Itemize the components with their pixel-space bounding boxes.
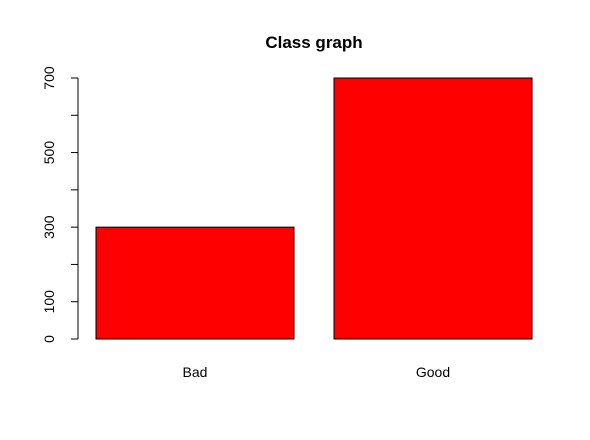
y-tick-label: 700	[41, 66, 57, 90]
y-tick-label: 0	[41, 335, 57, 343]
bar-good	[333, 77, 533, 340]
bar-series	[95, 77, 533, 340]
chart-title: Class graph	[265, 33, 362, 52]
y-axis: 0 100 300 500 700	[41, 66, 79, 343]
x-category-label: Bad	[183, 364, 208, 380]
bar-bad	[95, 226, 295, 340]
y-tick-label: 300	[41, 215, 57, 239]
x-category-label: Good	[416, 364, 450, 380]
y-tick-label: 500	[41, 141, 57, 165]
x-axis-labels: Bad Good	[183, 364, 451, 380]
y-tick-label: 100	[41, 290, 57, 314]
